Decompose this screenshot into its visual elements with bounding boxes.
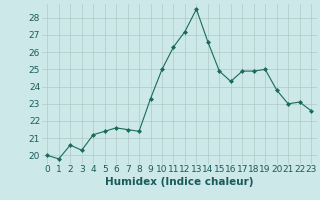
X-axis label: Humidex (Indice chaleur): Humidex (Indice chaleur) (105, 177, 253, 187)
